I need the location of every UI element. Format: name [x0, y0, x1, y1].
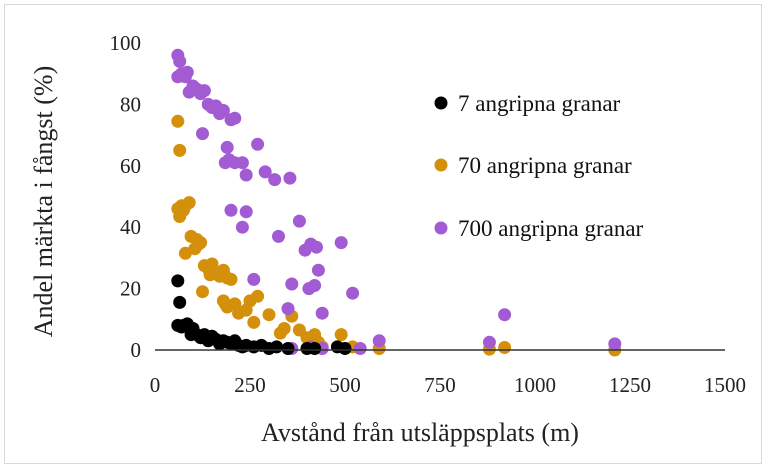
data-point — [247, 272, 261, 286]
y-axis-ticks: 0 20 40 60 80 100 — [110, 31, 142, 362]
data-point — [308, 342, 322, 355]
data-point — [334, 236, 348, 250]
data-point — [251, 289, 265, 303]
data-point — [338, 342, 352, 355]
y-tick-label: 40 — [120, 215, 141, 239]
x-tick-label: 750 — [424, 373, 456, 397]
data-point — [281, 342, 295, 355]
y-tick-label: 20 — [120, 277, 141, 301]
x-tick-label: 0 — [150, 373, 161, 397]
data-point — [258, 165, 272, 179]
data-point — [180, 65, 194, 79]
data-point — [346, 286, 360, 300]
data-point — [194, 236, 208, 250]
legend: 7 angripna granar 70 angripna granar 700 a… — [434, 91, 644, 241]
data-point — [311, 263, 325, 277]
data-points — [171, 48, 622, 357]
data-point — [498, 341, 512, 354]
y-axis-label: Andel märkta i fångst (%) — [29, 66, 58, 337]
legend-label: 7 angripna granar — [458, 91, 621, 116]
chart-frame — [4, 4, 762, 464]
data-point — [235, 220, 249, 234]
data-point — [173, 295, 187, 309]
x-tick-label: 500 — [329, 373, 361, 397]
data-point — [239, 205, 253, 219]
data-point — [173, 143, 187, 157]
data-point — [310, 240, 323, 254]
data-point — [283, 171, 297, 185]
data-point — [315, 306, 329, 320]
data-point — [247, 315, 261, 329]
x-tick-label: 1000 — [514, 373, 556, 397]
data-point — [196, 127, 209, 141]
data-point — [171, 114, 185, 128]
data-point — [292, 214, 306, 228]
data-point — [281, 302, 295, 316]
data-point — [268, 173, 282, 187]
data-point — [216, 104, 230, 117]
legend-marker — [434, 221, 448, 235]
x-axis-ticks: 0 250 500 750 1000 1250 1500 — [150, 373, 746, 397]
legend-label: 700 angripna granar — [458, 216, 644, 241]
y-tick-label: 60 — [120, 154, 141, 178]
data-point — [224, 272, 238, 286]
data-point — [498, 308, 512, 322]
data-point — [235, 156, 249, 170]
y-tick-label: 0 — [131, 338, 142, 362]
data-point — [182, 196, 196, 210]
data-point — [270, 340, 284, 354]
data-point — [239, 168, 253, 182]
data-point — [251, 137, 265, 151]
data-point — [197, 84, 211, 98]
data-point — [224, 203, 238, 217]
data-point — [353, 342, 367, 355]
data-point — [196, 285, 209, 299]
data-point — [277, 322, 291, 335]
x-tick-label: 1250 — [609, 373, 651, 397]
y-tick-label: 80 — [120, 92, 141, 116]
data-point — [272, 229, 285, 243]
data-point — [608, 337, 622, 351]
x-tick-label: 250 — [234, 373, 266, 397]
data-point — [372, 334, 386, 348]
data-point — [285, 277, 299, 291]
data-point — [171, 274, 185, 288]
data-point — [482, 335, 496, 349]
data-point — [308, 279, 322, 292]
data-point — [262, 308, 276, 322]
x-axis-label: Avstånd från utsläppsplats (m) — [261, 418, 579, 447]
data-point — [228, 111, 242, 125]
legend-marker — [434, 96, 448, 110]
legend-label: 70 angripna granar — [458, 153, 632, 178]
data-point — [173, 54, 187, 68]
legend-marker — [434, 158, 448, 172]
y-tick-label: 100 — [110, 31, 142, 55]
data-point — [220, 140, 234, 154]
data-point — [334, 328, 348, 342]
x-tick-label: 1500 — [704, 373, 746, 397]
